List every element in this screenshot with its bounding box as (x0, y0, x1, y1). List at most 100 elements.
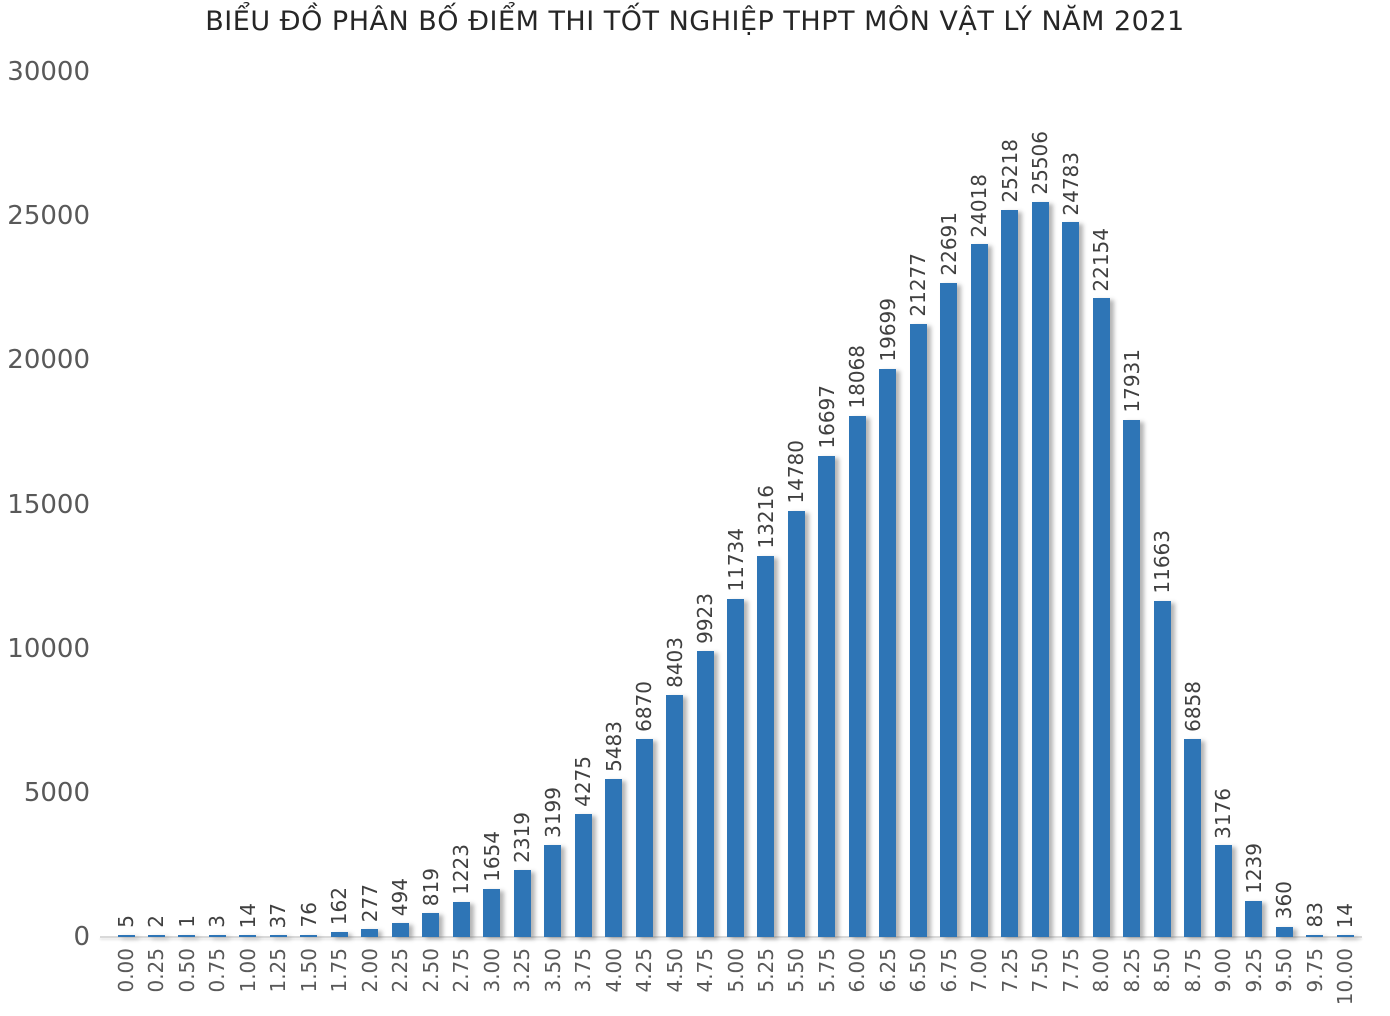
bar (422, 913, 440, 937)
y-axis-tick-label: 5000 (23, 777, 90, 808)
bar-value-label: 25506 (1028, 130, 1053, 195)
x-axis-tick-label: 4.75 (693, 948, 718, 993)
bar (239, 935, 257, 937)
bar (696, 650, 714, 937)
bar (1214, 845, 1232, 937)
x-axis-tick-label: 8.00 (1089, 948, 1114, 993)
bar-value-label: 14 (235, 902, 260, 928)
x-axis-tick-label: 4.25 (632, 948, 657, 993)
bar-value-label: 2319 (510, 812, 535, 864)
x-axis-tick-label: 4.50 (662, 948, 687, 993)
bar (208, 935, 226, 937)
bar (513, 870, 531, 937)
bar-value-label: 18068 (845, 345, 870, 410)
bar (787, 510, 805, 937)
x-axis-tick-label: 0.75 (205, 948, 230, 993)
x-axis-tick-label: 5.75 (814, 948, 839, 993)
y-axis-tick-label: 0 (73, 922, 90, 952)
x-axis-tick-label: 9.25 (1241, 948, 1266, 993)
x-axis-tick-label: 7.50 (1028, 948, 1053, 993)
x-axis-tick-label: 7.00 (967, 948, 992, 993)
x-axis-tick-label: 7.25 (997, 948, 1022, 993)
bar-value-label: 6870 (632, 681, 657, 732)
bar-value-label: 19699 (875, 298, 900, 363)
bar-value-label: 5483 (601, 721, 626, 772)
bar-value-label: 17931 (1119, 349, 1144, 413)
bar-value-label: 22154 (1089, 227, 1114, 292)
bar (1092, 298, 1110, 937)
bar-value-label: 494 (388, 877, 413, 916)
x-axis-tick-label: 2.25 (388, 948, 413, 993)
bar-value-label: 162 (327, 887, 352, 926)
bar-value-label: 83 (1302, 902, 1327, 928)
bar (1062, 222, 1080, 937)
x-axis-tick-label: 2.75 (449, 948, 474, 993)
x-axis-tick-label: 6.75 (936, 948, 961, 993)
bar (117, 935, 135, 937)
bar-value-label: 3 (205, 915, 230, 928)
bar (452, 901, 470, 937)
bar (147, 935, 165, 937)
x-axis-tick-label: 5.50 (784, 948, 809, 993)
x-axis-tick-label: 1.75 (327, 948, 352, 993)
bar-value-label: 22691 (936, 212, 961, 276)
x-axis-tick-label: 6.50 (906, 948, 931, 993)
bar (1184, 739, 1202, 937)
bar-value-label: 11663 (1150, 530, 1175, 594)
bar-value-label: 9923 (693, 592, 718, 644)
bar (300, 934, 318, 937)
x-axis-tick-label: 4.00 (601, 948, 626, 993)
bar (818, 455, 836, 937)
bar (1153, 600, 1171, 937)
bar-value-label: 3176 (1211, 787, 1236, 839)
bar (1245, 901, 1263, 937)
x-axis-tick-label: 2.50 (418, 948, 443, 993)
bar-value-label: 13216 (753, 485, 778, 549)
bar (330, 932, 348, 937)
bar (605, 778, 623, 937)
bar-value-label: 37 (266, 902, 291, 928)
bar (848, 416, 866, 937)
x-axis-tick-label: 0.00 (114, 948, 138, 993)
x-axis-tick-label: 3.75 (571, 948, 596, 993)
bar (666, 694, 684, 937)
bar-value-label: 1654 (479, 831, 504, 883)
x-axis-tick-label: 2.00 (357, 948, 382, 993)
x-axis-tick-label: 1.00 (235, 948, 260, 993)
x-axis-tick-label: 8.50 (1150, 948, 1175, 993)
bar-value-label: 1 (174, 915, 199, 928)
x-axis-tick-label: 9.50 (1272, 948, 1297, 993)
bar (1123, 420, 1141, 937)
x-axis-tick-label: 1.50 (296, 948, 321, 993)
bar-value-label: 14780 (784, 440, 809, 504)
chart-title: BIỂU ĐỒ PHÂN BỐ ĐIỂM THI TỐT NGHIỆP THPT… (205, 6, 1185, 37)
x-axis-tick-label: 9.00 (1211, 948, 1236, 993)
x-axis-tick-label: 8.25 (1119, 948, 1144, 993)
bar (879, 369, 897, 937)
bar (635, 738, 653, 937)
x-axis-tick-label: 1.25 (266, 948, 291, 993)
x-axis-tick-label: 7.75 (1058, 948, 1083, 993)
bar (1275, 926, 1293, 937)
y-axis-tick-label: 10000 (7, 633, 90, 664)
x-axis-tick-label: 6.00 (845, 948, 870, 993)
x-axis-tick-label: 9.75 (1302, 948, 1327, 993)
x-axis-tick-label: 5.25 (753, 948, 778, 993)
x-axis-tick-label: 3.00 (479, 948, 504, 993)
x-axis-tick-label: 6.25 (875, 948, 900, 993)
y-axis-tick-label: 15000 (7, 489, 90, 520)
bar-value-label: 8403 (662, 636, 687, 688)
bar (1031, 201, 1049, 937)
x-axis-tick-label: 3.25 (510, 948, 535, 993)
bar (483, 889, 501, 937)
bar (1001, 209, 1019, 937)
bar (574, 813, 592, 937)
bar-value-label: 76 (296, 902, 321, 928)
bar-value-label: 6858 (1180, 681, 1205, 733)
bar (544, 844, 562, 937)
bar (940, 282, 958, 937)
bar (970, 244, 988, 937)
y-axis-tick-label: 30000 (7, 57, 90, 87)
bar-value-label: 25218 (997, 139, 1022, 203)
